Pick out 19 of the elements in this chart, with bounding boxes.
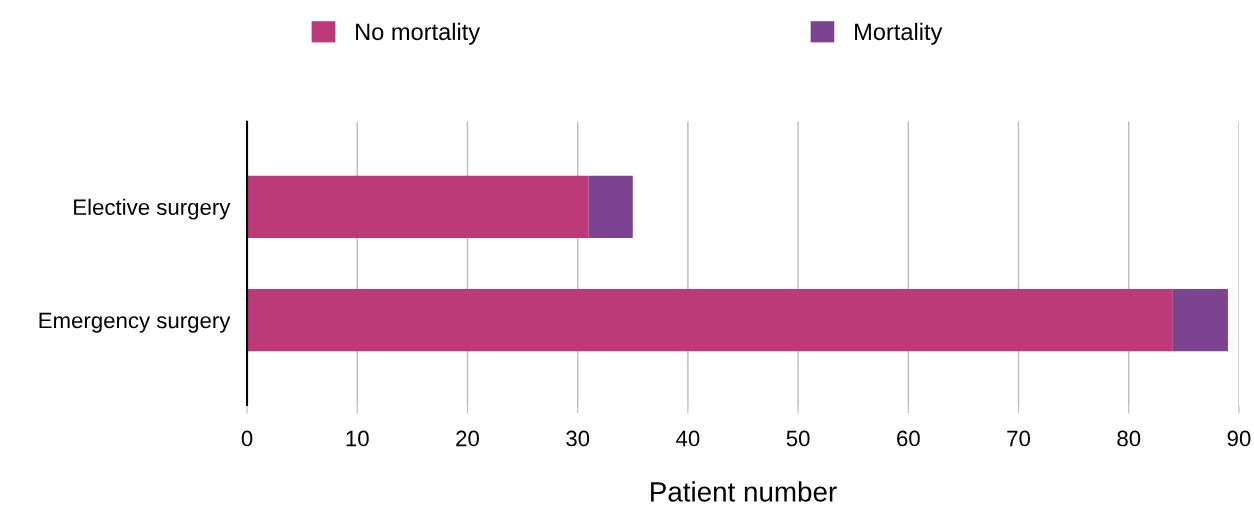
x-tick-label: 10 [346,430,369,447]
x-tick-label: 60 [897,430,920,447]
y-tick-label: Elective surgery [74,198,231,220]
x-tick-label: 40 [676,430,700,447]
x-tick-label: 0 [241,430,253,447]
y-tick-label: Emergency surgery [39,312,231,333]
bar [1172,288,1228,352]
legend-label: Mortality [855,22,943,45]
bar [588,175,633,238]
bar [247,175,589,238]
x-tick-label: 20 [456,430,479,447]
x-tick-label: 50 [786,430,810,447]
bar [247,288,1173,352]
x-tick-label: 90 [1227,430,1251,447]
x-tick-label: 80 [1117,430,1141,447]
legend-label: No mortality [356,22,481,45]
x-tick-label: 30 [566,430,590,447]
x-tick-label: 70 [1007,430,1031,447]
x-axis-title: Patient number [651,481,837,502]
